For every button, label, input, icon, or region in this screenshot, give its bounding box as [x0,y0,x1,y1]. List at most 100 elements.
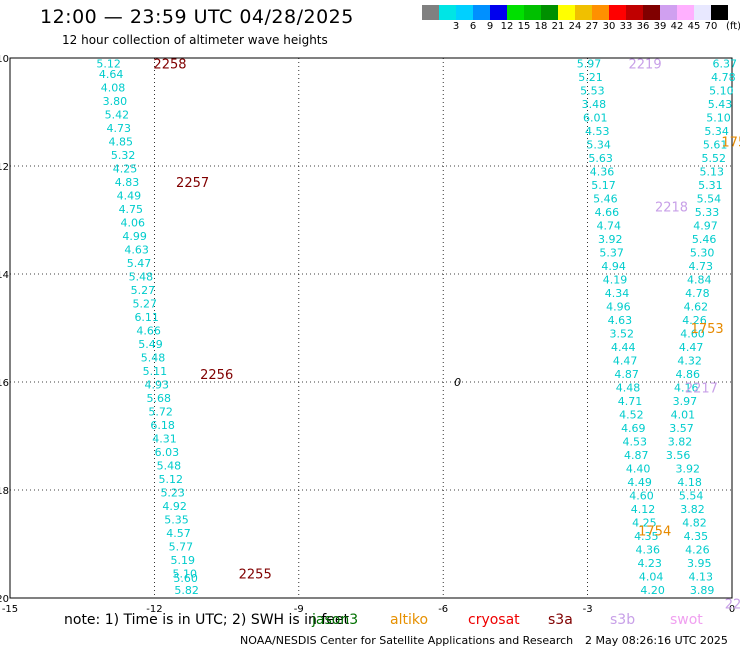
pass-time-label: 1754 [638,525,671,540]
color-scale-labels: 3 6 9 12 15 18 21 24 27 30 33 36 39 42 45 70 (ft) [422,21,740,33]
wave-height-value: 3.89 [690,584,715,597]
wave-height-value: 4.92 [162,500,187,513]
wave-height-value: 4.47 [679,341,704,354]
x-tick-label: -3 [583,604,593,615]
x-tick-label: -6 [438,604,448,615]
wave-height-value: 3.57 [669,422,694,435]
wave-height-value: 4.53 [623,435,648,448]
color-scale-tick-label: 27 [585,21,599,32]
footer-agency: NOAA/NESDIS Center for Satellite Applica… [240,634,574,647]
color-scale-tick-label: 33 [619,21,633,32]
wave-height-value: 5.82 [174,584,199,597]
footnote: note: 1) Time is in UTC; 2) SWH is in fe… [64,612,350,628]
wave-height-value: 4.85 [108,136,133,149]
legend-item-cryosat: cryosat [468,612,520,628]
pass-time-label: 1753 [691,322,724,337]
wave-height-value: 5.10 [709,84,734,97]
pass-time-label: 2218 [655,201,688,216]
color-scale-tick-label: 21 [551,21,565,32]
wave-height-value: 5.48 [129,271,154,284]
wave-height-value: 4.66 [595,206,620,219]
wave-height-value: 5.27 [133,298,158,311]
wave-height-value: 5.61 [703,138,728,151]
wave-height-value: 3.82 [680,503,705,516]
wave-height-value: 4.86 [675,368,700,381]
wave-height-value: 3.97 [673,395,698,408]
wave-height-value: 5.13 [700,165,725,178]
wave-height-value: 4.73 [688,260,713,273]
legend-item-s3a: s3a [548,612,573,628]
color-scale-tick-label: 30 [602,21,616,32]
color-swatch [507,5,524,20]
wave-height-value: 5.34 [586,138,611,151]
wave-height-value: 4.60 [680,327,705,340]
color-swatch [473,5,490,20]
x-tick-label: 0 [729,604,735,615]
wave-height-value: 4.82 [682,516,707,529]
wave-height-value: 4.96 [606,300,631,313]
wave-height-value: 5.60 [173,572,198,585]
legend-item-altiko: altiko [390,612,429,628]
color-scale-tick-label: 24 [568,21,582,32]
wave-height-value: 4.48 [616,381,641,394]
wave-height-value: 4.36 [590,165,615,178]
wave-height-value: 3.52 [610,327,635,340]
color-swatch [490,5,507,20]
color-scale-tick-label: 18 [534,21,548,32]
pass-time-label: 175 [721,136,740,151]
footer-date: 2 May 08:26:16 UTC 2025 [585,634,728,647]
wave-height-value: 5.54 [679,489,704,502]
wave-height-value: 5.17 [591,179,616,192]
color-swatch [694,5,711,20]
y-tick-label: -14 [0,270,9,281]
wave-height-value: 4.01 [671,408,696,421]
wave-height-value: 4.78 [711,71,736,84]
wave-height-value: 5.43 [708,98,733,111]
wave-height-value: 5.32 [111,149,136,162]
wave-height-value: 4.44 [611,341,636,354]
wave-height-value: 4.71 [618,395,643,408]
wave-height-value: 5.42 [105,109,130,122]
color-swatch [660,5,677,20]
wave-height-value: 4.08 [101,82,126,95]
wave-height-value: 4.23 [637,557,662,570]
color-swatch [558,5,575,20]
color-scale-bar [422,5,728,20]
color-scale-tick-label: 6 [469,21,477,32]
pass-time-label: 22 [725,597,740,612]
color-swatch [677,5,694,20]
wave-height-value: 4.16 [674,381,699,394]
wave-height-value: 4.84 [687,273,712,286]
pass-time-label: 2258 [153,57,186,72]
wave-height-value: 5.33 [695,206,720,219]
wave-height-value: 4.47 [613,354,638,367]
wave-height-value: 4.66 [136,325,161,338]
wave-height-value: 3.80 [103,95,128,108]
wave-height-value: 4.87 [624,449,649,462]
x-tick-label: -15 [2,604,18,615]
wave-height-value: 4.13 [688,570,713,583]
wave-height-value: 4.36 [636,543,661,556]
wave-height-value: 4.75 [119,203,144,216]
wave-height-value: 4.19 [603,273,628,286]
color-swatch [524,5,541,20]
wave-height-value: 6.18 [150,419,175,432]
wave-height-value: 5.35 [164,514,189,527]
wave-height-value: 4.69 [621,422,646,435]
color-scale-tick-label: 15 [517,21,531,32]
wave-height-value: 3.56 [666,449,691,462]
color-scale-tick-label: 45 [687,21,701,32]
wave-height-value: 4.74 [597,219,622,232]
wave-height-value: 5.52 [701,152,726,165]
wave-height-value: 4.53 [585,125,610,138]
x-tick-label: -9 [294,604,304,615]
color-scale-tick-label: 12 [500,21,514,32]
wave-height-value: 3.95 [687,557,712,570]
wave-height-value: 5.11 [143,365,168,378]
color-swatch [609,5,626,20]
color-swatch [439,5,456,20]
wave-height-value: 4.99 [122,230,147,243]
wave-height-value: 4.40 [626,462,651,475]
wave-height-value: 4.83 [115,176,140,189]
